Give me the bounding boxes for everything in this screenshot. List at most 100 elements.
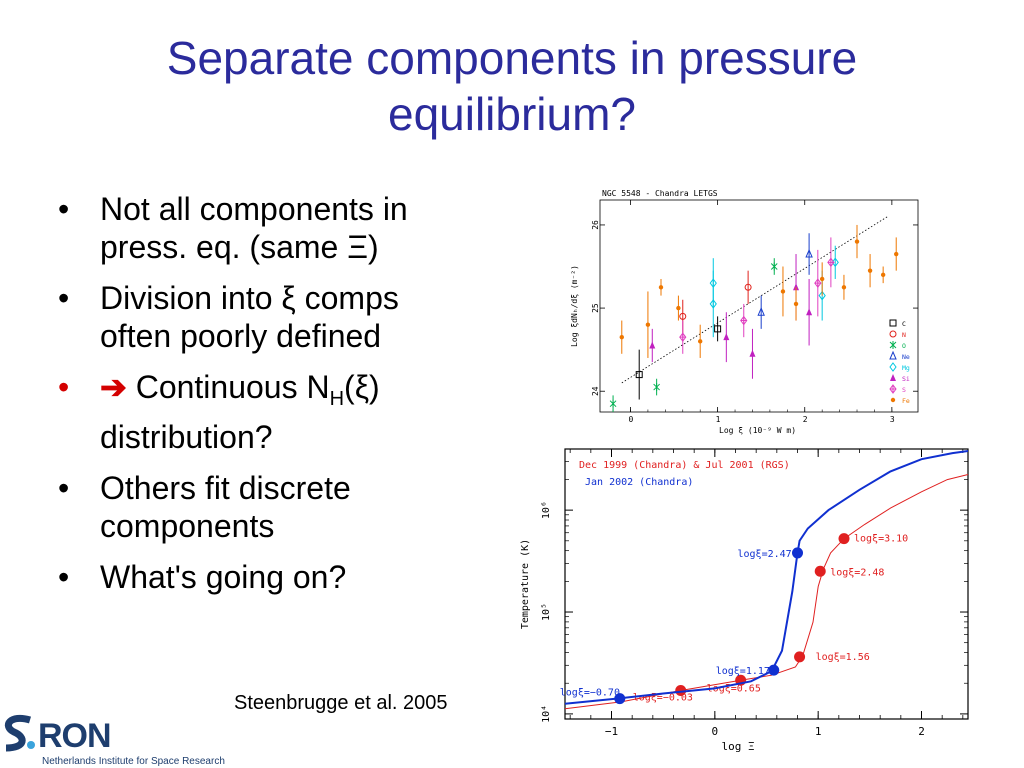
plot1-legend-label: Fe [902, 397, 910, 405]
bullet-marker: • [58, 470, 70, 506]
plot2-point [768, 664, 780, 676]
plot1-point [880, 272, 886, 278]
plot1-point [889, 362, 897, 372]
plot2-point-label: logξ=−0.03 [633, 692, 693, 703]
plot2-point-label: logξ=2.47 [738, 549, 792, 560]
plot1-series-mg [709, 245, 839, 338]
plot2-xtick-label: 2 [918, 725, 925, 738]
plot1-legend-label: N [902, 331, 906, 339]
bullet-text-line: distribution? [100, 419, 273, 455]
plot1-point [889, 350, 897, 360]
bullet-list: • Not all components in press. eq. (same… [58, 190, 508, 609]
plot1-legend-label: Ne [902, 353, 910, 361]
plot1-series-ne [757, 233, 813, 329]
plot2-line [564, 474, 969, 710]
plot1-series-n [679, 270, 752, 334]
plot2-point-label: logξ=0.65 [707, 683, 761, 694]
plot2-ytick-label: 10⁶ [541, 501, 552, 519]
plot2-ytick-label: 10⁴ [541, 705, 552, 723]
plot1-point [658, 285, 664, 290]
plot1-point [749, 349, 756, 357]
plot1-point [676, 305, 681, 311]
plot1-series-c [635, 316, 722, 400]
plot1-trend-line [621, 216, 888, 384]
plot1-series-o [609, 258, 778, 412]
plot1-xtick-label: 2 [803, 415, 808, 424]
plot1-legend-label: Si [902, 375, 910, 383]
plot1-point [819, 276, 825, 282]
plot1-point [635, 371, 643, 379]
bullet-text-line: Others fit discrete [100, 470, 351, 506]
plot1-point [841, 285, 847, 290]
plot1-ytick-label: 26 [591, 220, 600, 230]
plot2-series-blue: logξ=−0.70 logξ=1.17 logξ=2.47 [560, 450, 969, 705]
temperature-ionization-plot: −1 0 1 2 10⁴ 10⁵ 10⁶ log Ξ Temperature (K) logξ=−… [513, 441, 981, 756]
slide-title-line1: Separate components in pressure [166, 32, 858, 84]
plot1-point [867, 268, 873, 273]
plot2-point [675, 684, 687, 696]
sron-logo: RON Netherlands Institute for Space Rese… [0, 714, 240, 768]
plot1-point [770, 262, 778, 271]
plot1-point [805, 248, 813, 258]
plot2-series-red: logξ=−0.03 logξ=0.65 logξ=1.56 logξ=2.48 log… [564, 474, 969, 710]
plot1-point [890, 397, 896, 403]
plot1-ytick-label: 25 [591, 303, 600, 313]
plot2-ylabel: Temperature (K) [520, 539, 531, 629]
plot1-point [827, 257, 835, 268]
plot1-point [744, 283, 752, 291]
plot1-point [889, 341, 897, 349]
plot1-point [889, 319, 897, 327]
plot2-legend-blue: Jan 2002 (Chandra) [585, 477, 693, 488]
bullet-item: • What's going on? [58, 558, 508, 596]
plot1-point [780, 289, 786, 294]
plot1-point [679, 332, 687, 343]
plot2-xtick-label: 1 [815, 725, 822, 738]
bullet-text-line: Not all components in [100, 191, 408, 227]
plot1-point [814, 278, 822, 288]
plot2-xtick-label: −1 [605, 725, 618, 738]
sron-s-icon [5, 715, 35, 752]
plot1-point [757, 306, 765, 316]
plot2-point [614, 693, 626, 705]
plot1-legend-label: O [902, 342, 906, 350]
plot1-point [793, 301, 799, 307]
plot1-point [714, 325, 722, 333]
bullet-text-line: Division into ξ comps [100, 280, 399, 316]
plot2-point-label: logξ=1.17 [716, 666, 770, 677]
plot1-legend-label: Mg [902, 364, 910, 372]
plot1-series-si [649, 254, 813, 379]
citation: Steenbrugge et al. 2005 [234, 692, 448, 714]
plot2-point-label: logξ=1.56 [816, 652, 870, 663]
plot1-point [818, 290, 826, 301]
bullet-text-line: What's going on? [100, 559, 347, 595]
plot1-point [854, 239, 860, 244]
plot1-point [793, 283, 800, 291]
bullet-text-line: components [100, 508, 275, 544]
plot2-xlabel: log Ξ [722, 740, 755, 753]
plot1-xtick-label: 3 [890, 415, 895, 424]
plot1-frame [599, 199, 919, 413]
plot1-xtick-label: 1 [716, 415, 721, 424]
plot2-point [792, 547, 803, 559]
bullet-item: • ➔ Continuous NH(ξ) distribution? [58, 368, 508, 456]
plot1-ylabel: Log ξdNₕ/dξ (m⁻²) [570, 265, 579, 347]
plot1-title: NGC 5548 - Chandra LETGS [602, 189, 718, 198]
bullet-item: • Others fit discrete components [58, 469, 508, 545]
slide-title-line2: equilibrium? [387, 88, 636, 140]
bullet-item: • Division into ξ comps often poorly def… [58, 279, 508, 355]
bullet-marker: • [58, 280, 70, 316]
logo-subtitle: Netherlands Institute for Space Research [42, 756, 225, 767]
plot1-point [609, 399, 617, 408]
plot2-point-label: logξ=3.10 [854, 534, 908, 545]
plot1-ytick-label: 24 [591, 386, 600, 396]
plot1-point [697, 339, 703, 344]
plot1-point [723, 333, 730, 341]
bullet-marker: • [58, 369, 70, 405]
slide-title: Separate components in pressure equilibr… [40, 30, 984, 142]
plot1-point [645, 322, 651, 327]
plot1-point [894, 251, 899, 257]
plot1-legend-label: C [902, 320, 906, 328]
plot1-point [653, 383, 660, 392]
plot1-series-fe [619, 224, 899, 358]
